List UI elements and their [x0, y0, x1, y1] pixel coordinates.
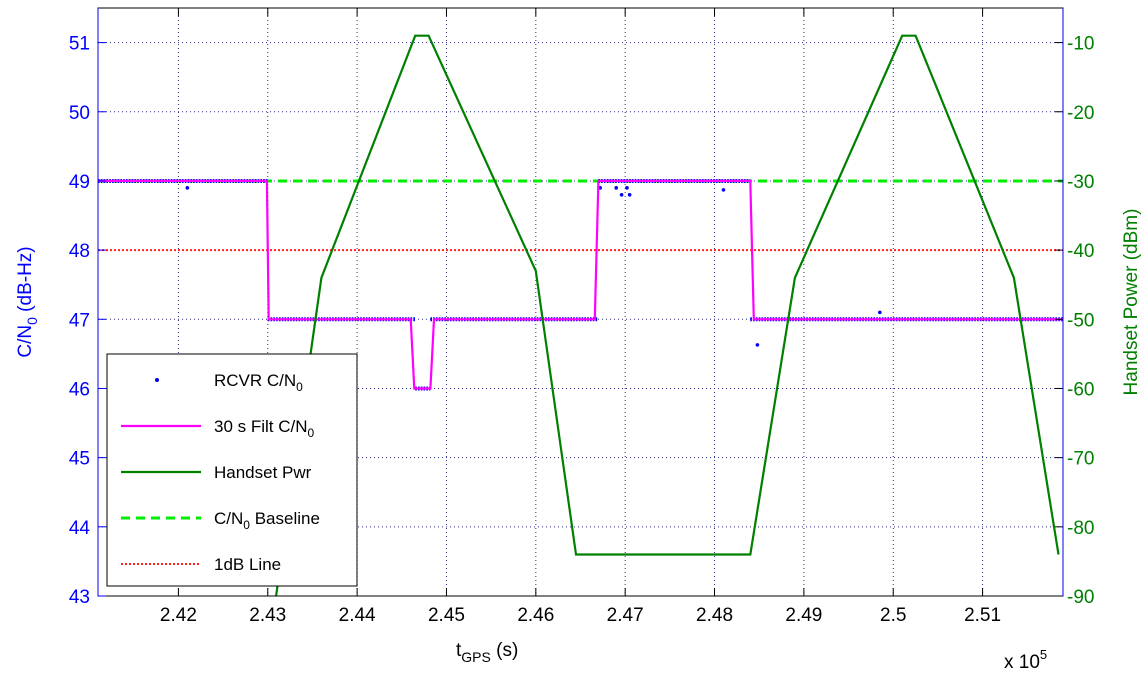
data-point — [755, 343, 760, 347]
y-left-tick-label: 44 — [69, 518, 91, 539]
x-tick-label: 2.5 — [880, 605, 906, 626]
y-left-tick-label: 45 — [69, 449, 90, 470]
legend-swatch-rcvr-c-n0 — [155, 378, 159, 382]
legend-box — [106, 353, 358, 587]
y-right-tick-label: -50 — [1067, 310, 1094, 331]
x-tick-label: 2.48 — [696, 605, 733, 626]
x-tick-label: 2.45 — [428, 605, 465, 626]
y-right-tick-label: -60 — [1067, 379, 1094, 400]
y-left-tick-label: 48 — [69, 241, 90, 262]
y-right-tick-label: -80 — [1067, 518, 1094, 539]
x-tick-label: 2.47 — [607, 605, 644, 626]
y-left-tick-label: 50 — [69, 103, 90, 124]
y-left-tick-label: 51 — [69, 34, 90, 55]
y-right-tick-label: -90 — [1067, 587, 1094, 608]
legend-label-1db-line: 1dB Line — [214, 555, 281, 574]
x-tick-label: 2.43 — [249, 605, 286, 626]
x-multiplier-label: x 105 — [1004, 647, 1047, 673]
legend-label-rcvr-c-n0: RCVR C/N0 — [214, 371, 303, 394]
data-point — [625, 186, 629, 190]
left-axis-title: C/N0 (dB-Hz) — [15, 246, 40, 357]
right-axis-title: Handset Power (dBm) — [1121, 209, 1142, 396]
x-tick-label: 2.44 — [339, 605, 376, 626]
y-right-tick-label: -20 — [1067, 103, 1094, 124]
series-30-s-filt-c-n0 — [98, 179, 1063, 390]
legend-label-handset-pwr: Handset Pwr — [214, 463, 312, 482]
y-left-tick-label: 46 — [69, 379, 90, 400]
x-axis-title: tGPS (s) — [456, 640, 518, 665]
y-left-tick-label: 49 — [69, 172, 90, 193]
series-handset-pwr — [274, 34, 1060, 596]
data-point — [185, 186, 190, 190]
y-left-tick-label: 43 — [69, 587, 90, 608]
y-right-tick-label: -30 — [1067, 172, 1094, 193]
data-point — [627, 192, 632, 197]
data-point — [878, 310, 882, 315]
x-tick-label: 2.49 — [785, 605, 822, 626]
data-point — [619, 192, 624, 197]
legend-label-30-s-filt-c-n0: 30 s Filt C/N0 — [214, 417, 315, 440]
data-point — [721, 188, 726, 192]
y-left-tick-label: 47 — [69, 310, 90, 331]
legend-label-c-n0-baseline: C/N0 Baseline — [214, 509, 320, 532]
y-right-tick-label: -70 — [1067, 449, 1094, 470]
data-point — [614, 186, 619, 190]
series-layer — [98, 34, 1063, 596]
x-tick-label: 2.42 — [160, 605, 197, 626]
y-right-tick-label: -10 — [1067, 34, 1094, 55]
y-right-tick-label: -40 — [1067, 241, 1094, 262]
x-tick-label: 2.51 — [964, 605, 1001, 626]
legend: RCVR C/N0 30 s Filt C/N0 Handset Pwr C/N0 B… — [106, 353, 358, 587]
x-tick-label: 2.46 — [517, 605, 554, 626]
axes: 2.42 2.43 2.44 2.45 2.46 2.47 2.48 2.49 2.5 2.51 4… — [69, 8, 1094, 626]
